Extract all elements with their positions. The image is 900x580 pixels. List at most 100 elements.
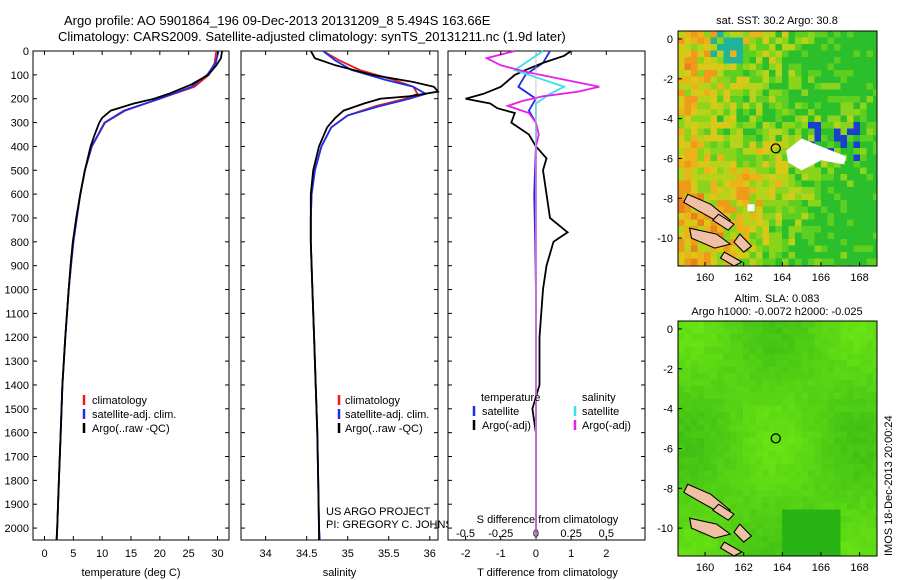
map-cell (840, 57, 848, 64)
map-cell (730, 477, 737, 484)
map-cell (678, 245, 685, 253)
map-cell (684, 457, 692, 465)
map-cell (860, 226, 867, 233)
x-tick-label: 0 (41, 548, 47, 560)
map-cell (710, 477, 718, 484)
map-cell (730, 174, 737, 181)
map-cell (769, 200, 776, 207)
map-cell (795, 37, 802, 45)
map-cell (762, 57, 770, 64)
map-cell (684, 529, 692, 536)
map-cell (860, 115, 867, 123)
map-cell (866, 327, 874, 335)
map-cell (834, 522, 841, 530)
y-tick-label: -10 (657, 523, 673, 535)
map-cell (821, 219, 828, 227)
map-cell (821, 366, 828, 374)
map-cell (678, 431, 685, 439)
map-cell (834, 50, 841, 58)
map-cell (788, 477, 796, 484)
map-cell (710, 31, 718, 38)
map-cell (873, 63, 878, 71)
map-cell (762, 535, 770, 543)
map-cell (710, 386, 718, 393)
map-cell (678, 373, 685, 380)
map-cell (710, 89, 718, 97)
map-cell (827, 529, 835, 536)
map-cell (743, 483, 750, 491)
map-cell (834, 245, 841, 253)
map-cell (704, 109, 711, 116)
map-cell (827, 141, 835, 149)
map-cell (788, 102, 796, 110)
map-cell (847, 128, 854, 136)
map-cell (717, 340, 724, 348)
map-cell (704, 148, 711, 155)
map-cell (814, 206, 822, 214)
map-cell (853, 226, 861, 233)
map-cell (834, 57, 841, 64)
map-cell (814, 252, 822, 259)
map-cell (749, 444, 757, 452)
map-cell (762, 63, 770, 71)
map-cell (762, 70, 770, 77)
map-cell (834, 334, 841, 341)
map-cell (834, 509, 841, 517)
map-cell (827, 57, 835, 64)
map-cell (769, 187, 776, 194)
map-cell (704, 193, 711, 201)
map-cell (691, 366, 698, 374)
map-cell (743, 200, 750, 207)
map-cell (814, 373, 822, 380)
map-cell (782, 457, 789, 465)
map-cell (762, 200, 770, 207)
map-cell (840, 529, 848, 536)
map-cell (762, 76, 770, 84)
map-cell (697, 31, 705, 38)
map-cell (749, 96, 757, 103)
map-cell (730, 232, 737, 240)
map-cell (762, 483, 770, 491)
map-cell (697, 102, 705, 110)
map-cell (691, 154, 698, 162)
map-cell (775, 425, 783, 432)
map-cell (723, 57, 731, 64)
map-cell (756, 412, 763, 419)
map-cell (801, 379, 809, 387)
map-cell (697, 457, 705, 465)
map-cell (697, 321, 705, 328)
map-cell (730, 161, 737, 168)
map-cell (795, 516, 802, 523)
map-cell (775, 206, 783, 214)
map-cell (795, 438, 802, 445)
map-cell (736, 327, 744, 335)
y-tick-label: -6 (663, 153, 673, 165)
map-cell (717, 174, 724, 181)
x-tick-label: 166 (812, 272, 830, 284)
map-cell (743, 187, 750, 194)
map-cell (704, 122, 711, 129)
map-cell (769, 334, 776, 341)
map-cell (866, 438, 874, 445)
map-cell (840, 399, 848, 406)
map-cell (730, 109, 737, 116)
map-cell (723, 418, 731, 426)
map-cell (704, 50, 711, 58)
map-cell (756, 399, 763, 406)
map-cell (801, 438, 809, 445)
credit-pi: PI: GREGORY C. JOHNSON (326, 519, 469, 531)
legend-entry: Argo(-adj) (582, 420, 631, 432)
map-cell (684, 516, 692, 523)
map-cell (795, 477, 802, 484)
map-cell (782, 89, 789, 97)
map-cell (684, 180, 692, 188)
map-cell (873, 548, 878, 556)
map-cell (691, 438, 698, 445)
sst-map-frame (677, 30, 878, 267)
map-cell (775, 70, 783, 77)
map-cell (847, 516, 854, 523)
map-cell (691, 451, 698, 458)
x-tick-label: 20 (154, 548, 166, 560)
map-cell (860, 470, 867, 478)
